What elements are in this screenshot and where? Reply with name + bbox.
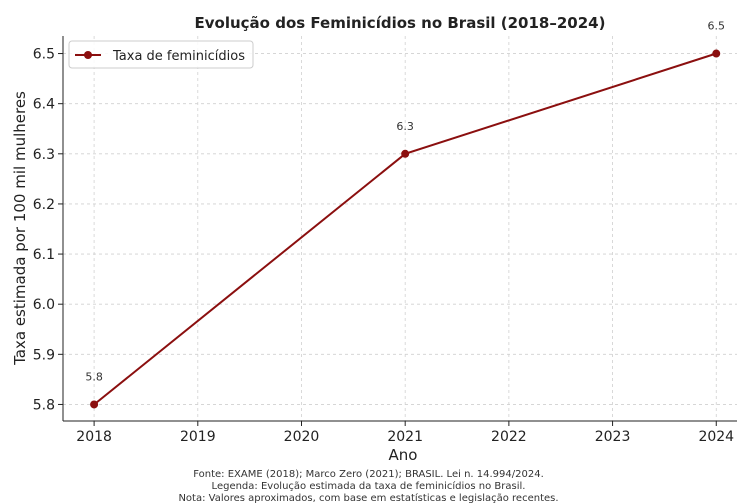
caption-legend-note: Legenda: Evolução estimada da taxa de fe… <box>211 481 526 492</box>
y-tick-label: 5.9 <box>33 347 55 363</box>
x-axis-label: Ano <box>389 446 418 464</box>
caption-note: Nota: Valores aproximados, com base em e… <box>178 493 559 504</box>
y-tick-label: 6.0 <box>33 297 55 313</box>
grid <box>63 36 737 421</box>
legend-point-marker <box>84 51 92 59</box>
legend-entry-label: Taxa de feminicídios <box>112 49 245 64</box>
x-tick-label: 2020 <box>284 429 320 445</box>
y-axis-label: Taxa estimada por 100 mil mulheres <box>11 91 29 366</box>
y-tick-label: 6.5 <box>33 47 55 63</box>
legend-box <box>68 40 254 69</box>
y-tick-label: 6.3 <box>33 147 55 163</box>
data-label: 5.8 <box>85 370 103 383</box>
axes: 2018 2019 2020 2021 2022 2023 2024 5.8 5.9 6.0 6.1… <box>33 36 737 445</box>
y-tick-label: 6.1 <box>33 247 55 263</box>
y-tick-label: 6.2 <box>33 197 55 213</box>
y-tick-label: 6.4 <box>33 97 55 113</box>
data-labels: 5.8 6.3 6.5 <box>85 20 725 384</box>
x-tick-label: 2024 <box>698 429 734 445</box>
series-layer <box>90 49 721 409</box>
data-label: 6.5 <box>708 20 726 33</box>
data-point <box>401 149 410 158</box>
data-point <box>90 400 99 409</box>
x-tick-label: 2019 <box>180 429 216 445</box>
y-tick-label: 5.8 <box>33 397 55 413</box>
x-tick-label: 2022 <box>491 429 527 445</box>
caption-source: Fonte: EXAME (2018); Marco Zero (2021); … <box>193 469 544 480</box>
x-tick-label: 2023 <box>595 429 631 445</box>
data-point <box>712 49 721 58</box>
x-tick-label: 2018 <box>76 429 112 445</box>
chart-title: Evolução dos Feminicídios no Brasil (201… <box>195 14 606 32</box>
x-tick-label: 2021 <box>387 429 423 445</box>
data-label: 6.3 <box>396 120 414 133</box>
legend: Taxa de feminicídios <box>68 40 254 69</box>
